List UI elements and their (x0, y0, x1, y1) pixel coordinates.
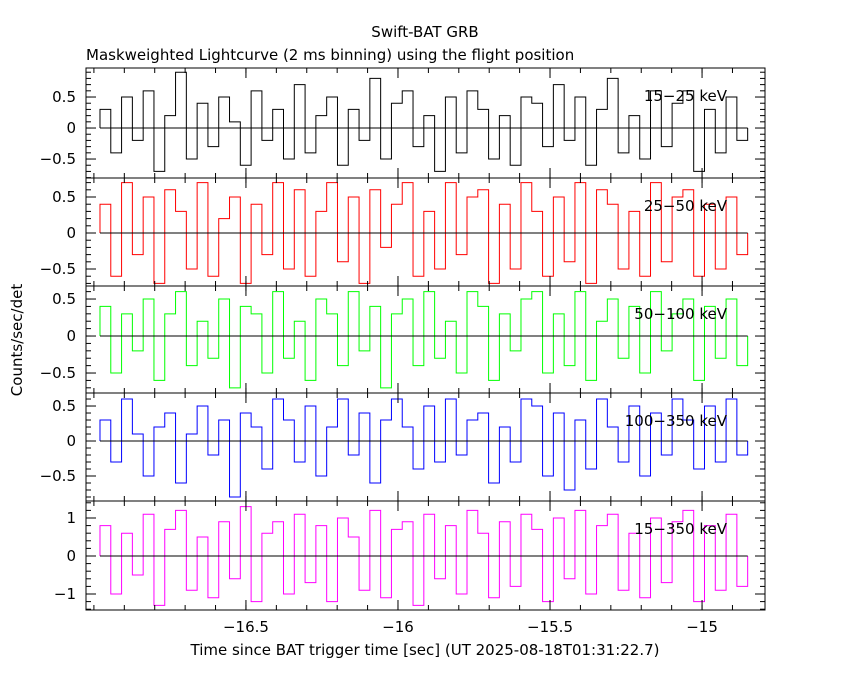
y-tick-label: 0 (66, 119, 76, 137)
y-tick-label: −0.5 (40, 150, 76, 168)
chart-subtitle: Maskweighted Lightcurve (2 ms binning) u… (86, 46, 574, 64)
chart-title: Swift-BAT GRB (371, 23, 478, 41)
y-tick-label: −1 (54, 585, 76, 603)
y-tick-label: 0 (66, 327, 76, 345)
y-tick-label: −0.5 (40, 467, 76, 485)
x-tick-label: −16 (382, 618, 414, 636)
y-tick-label: −0.5 (40, 364, 76, 382)
y-tick-label: 0.5 (52, 88, 76, 106)
y-tick-label: 0.5 (52, 397, 76, 415)
x-tick-label: −16.5 (223, 618, 269, 636)
y-tick-label: −0.5 (40, 260, 76, 278)
series-line-panel-1 (99, 71, 749, 172)
x-tick-label: −15 (686, 618, 718, 636)
panel-frame-4 (85, 392, 766, 502)
panel-frame-2 (85, 177, 766, 287)
y-tick-label: 1 (66, 509, 76, 527)
y-tick-label: 0.5 (52, 290, 76, 308)
x-tick-label: −15.5 (527, 618, 573, 636)
panel-label-3: 50−100 keV (634, 305, 727, 323)
series-line-panel-2 (99, 182, 749, 284)
panel-frame-3 (85, 285, 766, 394)
series-line-panel-5 (99, 506, 749, 606)
y-tick-label: 0.5 (52, 188, 76, 206)
y-tick-label: 0 (66, 224, 76, 242)
y-tick-label: 0 (66, 432, 76, 450)
panel-frame-1 (85, 67, 766, 179)
y-tick-label: 0 (66, 547, 76, 565)
series-line-panel-3 (99, 291, 749, 389)
panel-label-2: 25−50 keV (644, 197, 728, 215)
panel-label-1: 15−25 keV (644, 87, 728, 105)
panel-label-4: 100−350 keV (625, 412, 728, 430)
series-line-panel-4 (99, 398, 749, 498)
y-axis-label: Counts/sec/det (8, 284, 26, 397)
x-axis-label: Time since BAT trigger time [sec] (UT 20… (190, 641, 660, 659)
panel-label-5: 15−350 keV (634, 520, 727, 538)
